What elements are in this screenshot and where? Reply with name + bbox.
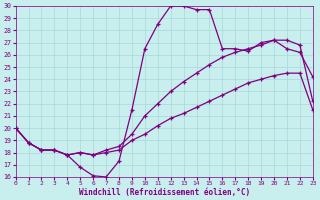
X-axis label: Windchill (Refroidissement éolien,°C): Windchill (Refroidissement éolien,°C) bbox=[79, 188, 250, 197]
